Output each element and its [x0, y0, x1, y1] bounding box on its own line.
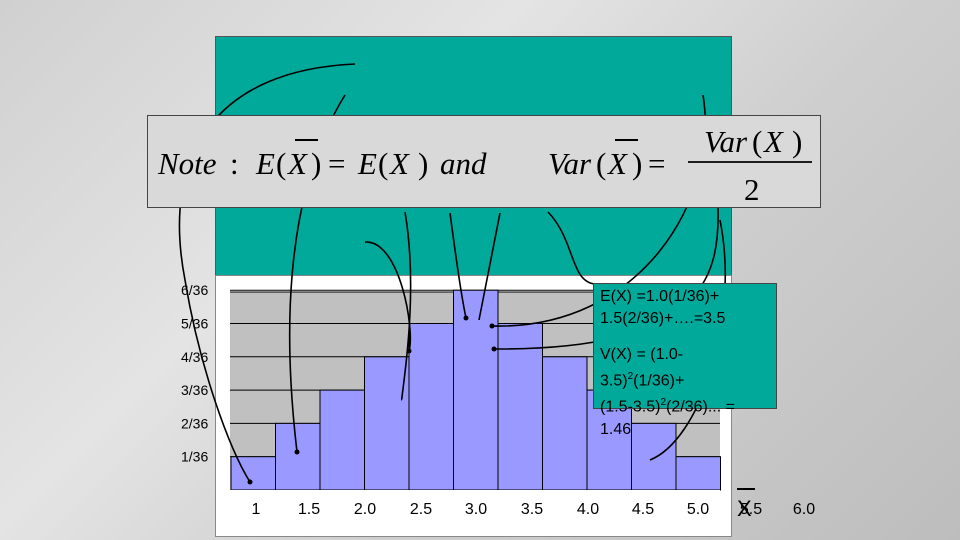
- formula-lparen2: (: [378, 146, 388, 181]
- formula-rparen3: ): [632, 146, 642, 181]
- callout-text: E(X) =1.0(1/36)+ 1.5(2/36)+….=3.5 V(X) =…: [600, 286, 790, 441]
- x-tick-3.0: 3.0: [465, 501, 487, 518]
- x-tick-1.5: 1.5: [298, 501, 320, 518]
- x-tick-5.0: 5.0: [687, 501, 709, 518]
- x-axis-label: X: [737, 488, 755, 521]
- callout-line-5: (1.5-3.5)2(2/36)... =: [600, 392, 790, 418]
- y-tick-3: 3/36: [181, 382, 208, 398]
- y-tick-4: 4/36: [181, 349, 208, 365]
- bar-4.0: [497, 323, 543, 491]
- bar-2.0: [319, 389, 365, 491]
- arrow-to-bar-3.0-right: [478, 212, 501, 321]
- formula-lparen1: (: [276, 146, 286, 181]
- bar-3.5: [453, 289, 499, 491]
- callout-line-6: 1.46: [600, 420, 632, 438]
- formula-note: Note: [157, 146, 217, 181]
- arrow-to-bar-2.5: [364, 241, 412, 352]
- bar-6.0: [675, 456, 721, 491]
- bar-2.5: [364, 356, 410, 491]
- bar-3.0: [408, 323, 454, 491]
- formula-eq2: =: [648, 146, 665, 181]
- callout-line-3: V(X) = (1.0-: [600, 346, 684, 363]
- callout-line-4-sup: 2: [627, 371, 634, 382]
- callout-line-5-sup: 2: [660, 397, 667, 409]
- formula-e1: E: [255, 146, 275, 181]
- arrow-to-bar-1: [178, 63, 356, 483]
- bars: [230, 289, 721, 524]
- arrowhead-3: [406, 348, 412, 354]
- formula-lparen4: (: [752, 124, 762, 159]
- x-tick-6.0: 6.0: [793, 501, 815, 518]
- arrowhead-1: [247, 479, 253, 485]
- bar-1: [230, 456, 276, 491]
- arrow-to-bar-2.0: [401, 211, 412, 401]
- formula-eq1: =: [328, 146, 345, 181]
- callout-line-5-b: (2/36)... =: [666, 398, 735, 416]
- x-axis-label-text: X: [737, 496, 752, 521]
- x-tick-5.5: 5.5: [740, 501, 762, 518]
- arrowhead-6: [491, 346, 497, 352]
- formula-lparen3: (: [596, 146, 606, 181]
- formula-colon: :: [230, 146, 239, 181]
- formula-x4: X: [762, 124, 784, 159]
- x-tick-labels: 1 1.5 2.0 2.5 3.0 3.5 4.0 4.5 5.0 5.5 6.0: [252, 501, 816, 518]
- formula-x2: X: [388, 146, 410, 181]
- arrow-to-callout-top: [547, 211, 595, 285]
- formula-var1: Var: [548, 146, 592, 181]
- x-tick-4.5: 4.5: [632, 501, 654, 518]
- bar-1.5: [275, 422, 321, 491]
- formula-denominator: 2: [744, 172, 760, 207]
- formula-var2: Var: [704, 124, 748, 159]
- arrowhead-4: [463, 315, 469, 321]
- y-tick-labels: 1/362/363/364/365/366/36: [181, 282, 208, 465]
- callout-line-4-b: (1/36)+: [633, 372, 685, 390]
- x-tick-4.0: 4.0: [577, 501, 599, 518]
- formula-rparen2: ): [418, 146, 428, 181]
- formula-rparen1: ): [311, 146, 321, 181]
- x-tick-2.5: 2.5: [410, 501, 432, 518]
- callout-line-5-a: (1.5-3.5): [600, 398, 661, 416]
- x-tick-2.0: 2.0: [354, 501, 376, 518]
- y-tick-2: 2/36: [181, 415, 208, 431]
- bar-5.5: [631, 422, 677, 491]
- formula-svg: Note : E ( X ) = E ( X ) and Var ( X ) =…: [157, 124, 812, 207]
- callout-line-4-a: 3.5): [600, 372, 628, 390]
- bar-4.5: [542, 356, 588, 491]
- y-tick-5: 5/36: [181, 316, 208, 332]
- callout-line-2: 1.5(2/36)+….=3.5: [600, 310, 726, 327]
- callout-line-4: 3.5)2(1/36)+: [600, 366, 790, 392]
- formula-rparen4: ): [792, 124, 802, 159]
- formula-xbar3: X: [606, 146, 628, 181]
- arrowhead-5: [489, 323, 495, 329]
- formula-box: Note : E ( X ) = E ( X ) and Var ( X ) =…: [147, 115, 821, 208]
- callout-box: [593, 283, 777, 409]
- formula-and: and: [440, 146, 487, 181]
- x-tick-1: 1: [252, 501, 261, 518]
- arrowhead-2: [294, 449, 300, 455]
- x-tick-3.5: 3.5: [521, 501, 543, 518]
- x-tick-band: [230, 490, 720, 524]
- callout-line-1: E(X) =1.0(1/36)+: [600, 288, 720, 305]
- formula-xbar1: X: [286, 146, 308, 181]
- y-tick-1: 1/36: [181, 449, 208, 465]
- formula-e2: E: [357, 146, 377, 181]
- arrow-to-bar-3.0-left: [449, 212, 467, 319]
